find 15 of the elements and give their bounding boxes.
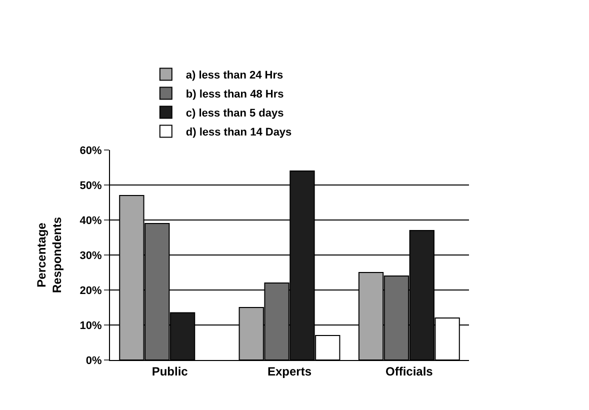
y-tick-label: 20% [80, 284, 102, 297]
y-tick-label: 0% [86, 354, 102, 367]
legend-label: d) less than 14 Days [186, 126, 292, 139]
y-axis-title: Percentage Respondents [34, 216, 64, 294]
legend-label: a) less than 24 Hrs [186, 70, 284, 82]
x-tick-label: Experts [267, 364, 312, 378]
y-tick-label: 60% [80, 144, 102, 157]
y-tick-label: 50% [80, 180, 102, 192]
y-tick-label: 10% [80, 320, 102, 332]
x-tick-label: Public [152, 364, 188, 378]
legend-label: c) less than 5 days [186, 108, 284, 120]
legend-label: b) less than 48 Hrs [186, 88, 284, 101]
x-tick-label: Officials [385, 364, 434, 378]
y-tick-label: 40% [80, 214, 102, 227]
y-tick-label: 30% [80, 250, 102, 262]
